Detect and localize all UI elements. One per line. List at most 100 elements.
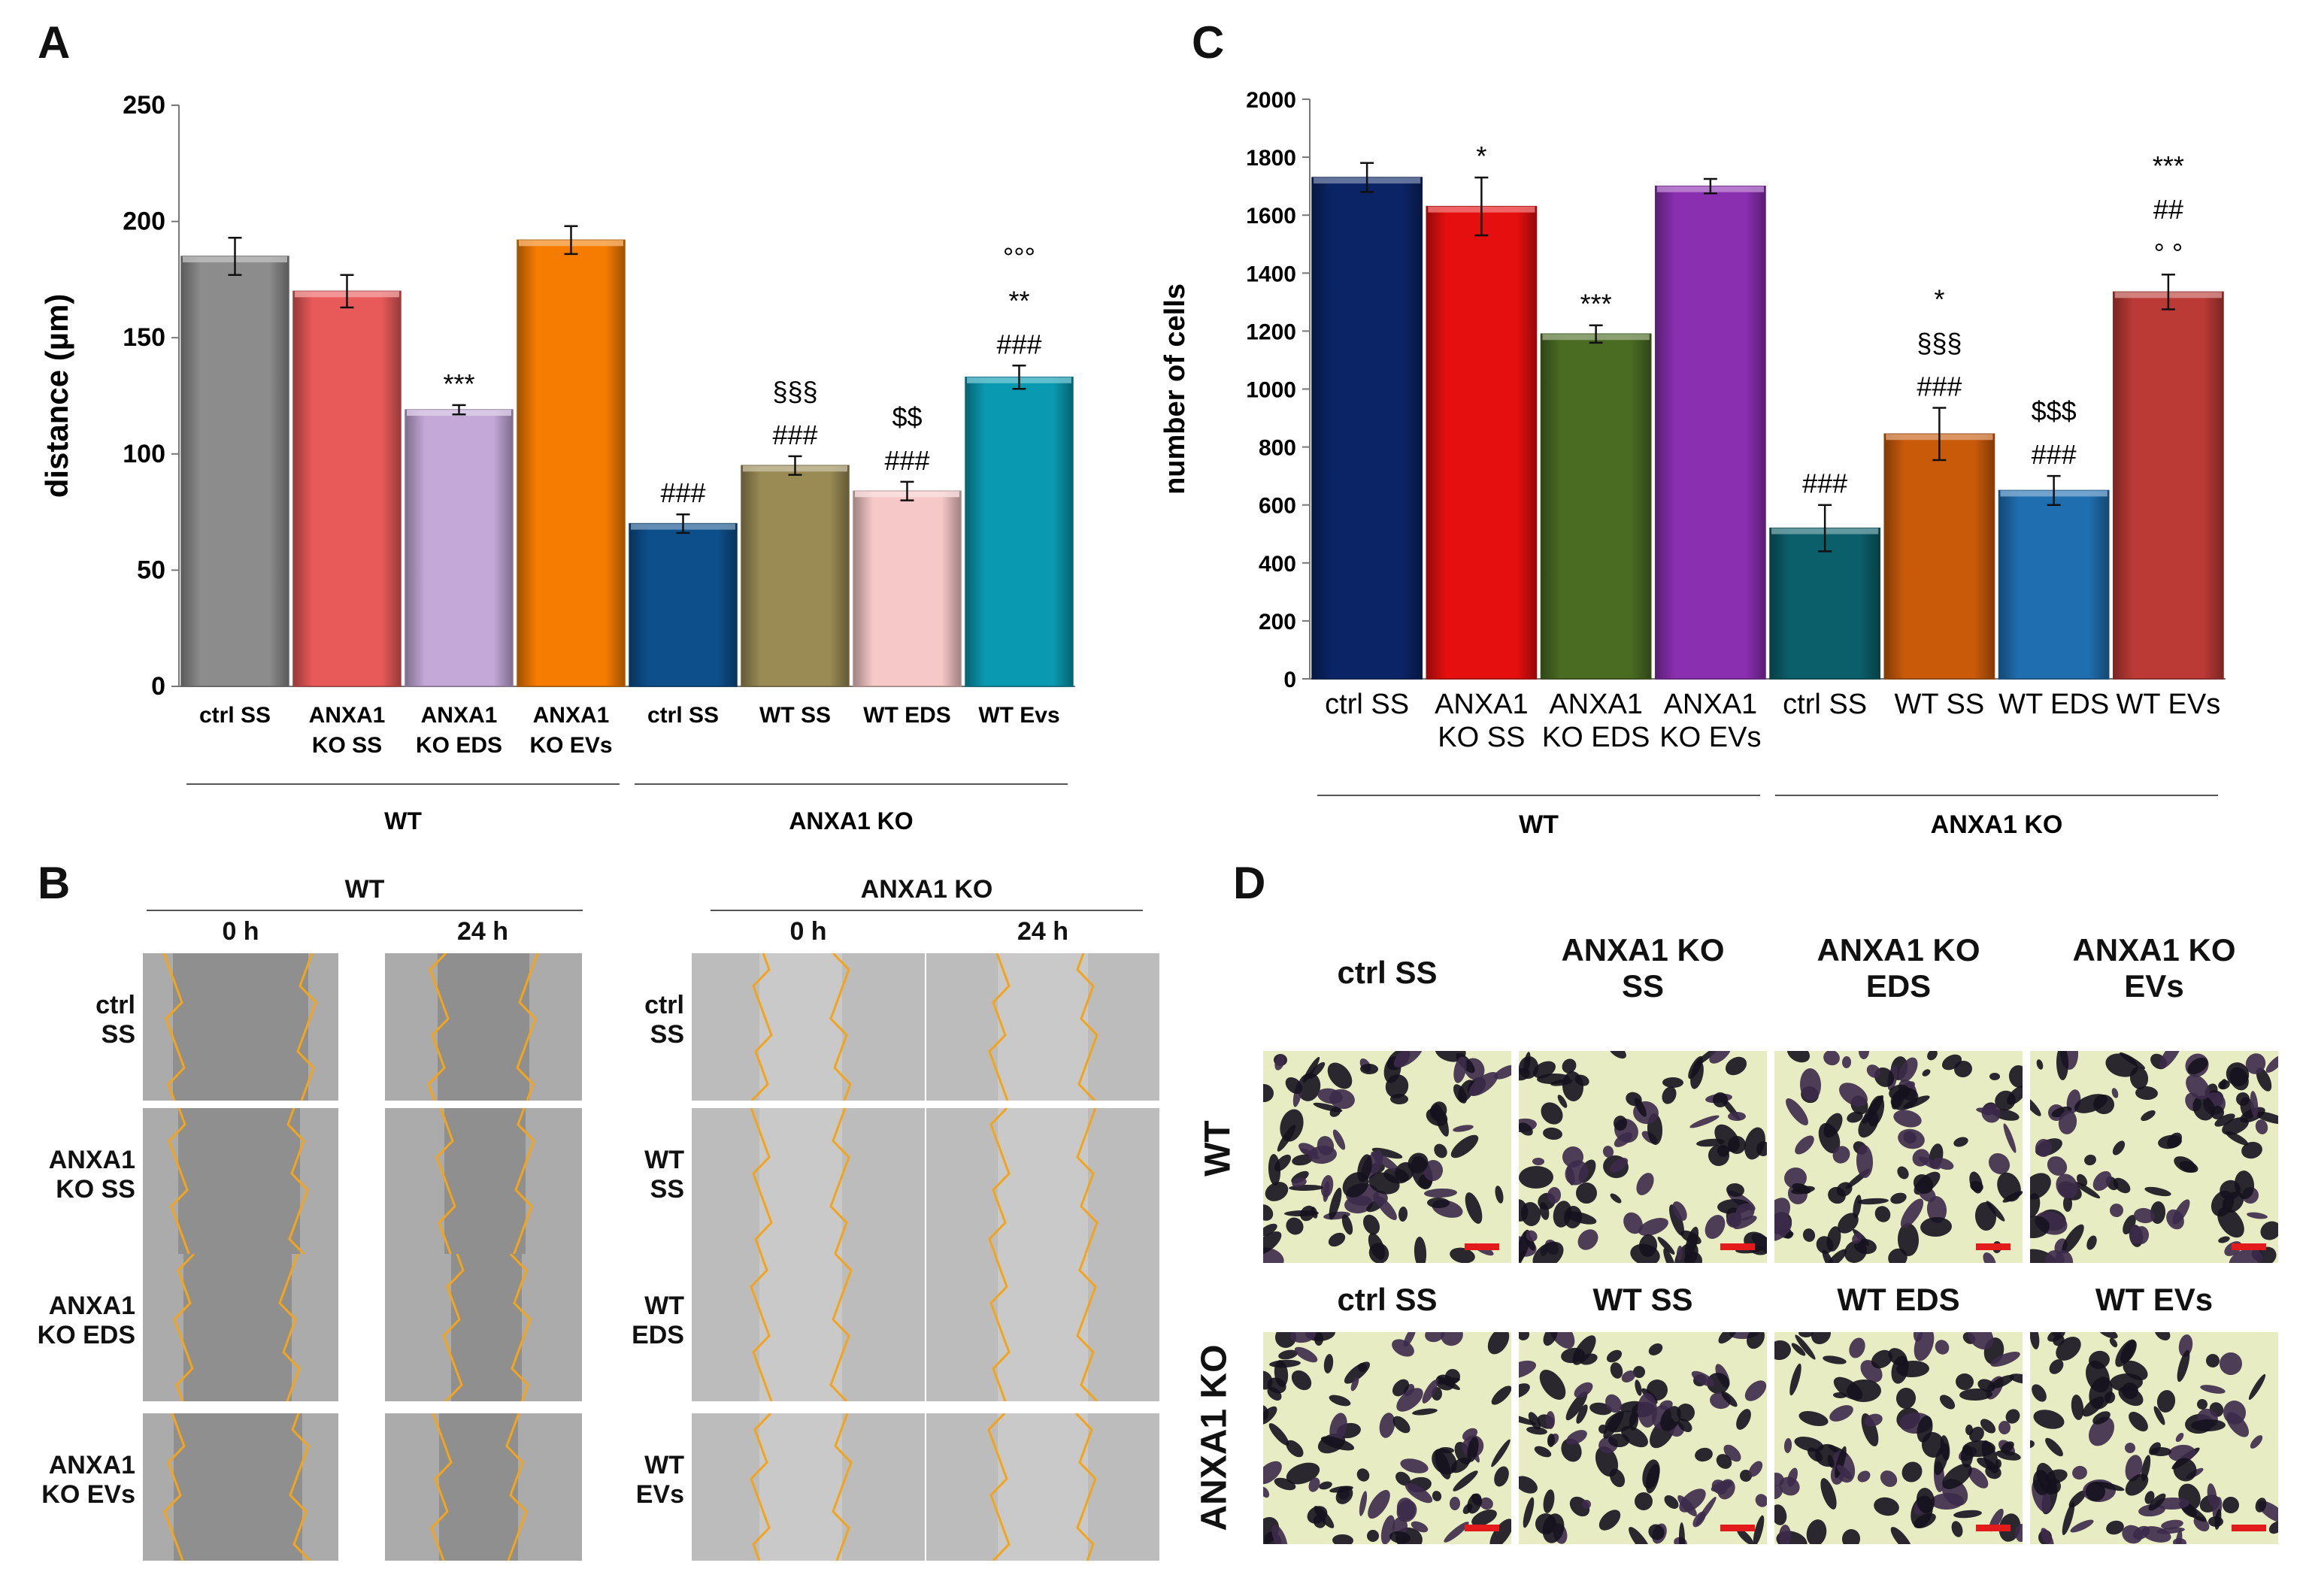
cell-blob — [1543, 1127, 1562, 1140]
cell-blob — [1329, 1395, 1351, 1407]
wound-edge-right — [829, 1254, 853, 1401]
cell-blob — [1389, 1531, 1411, 1544]
y-tick-label: 200 — [123, 207, 165, 236]
cell-blob — [2047, 1479, 2062, 1494]
cell-blob — [1435, 1449, 1451, 1479]
cell-blob — [2226, 1062, 2250, 1086]
cell-blob — [1285, 1077, 1303, 1095]
cell-blob — [1970, 1180, 1983, 1192]
cell-blob — [1983, 1252, 1996, 1263]
cell-blob — [1822, 1249, 1835, 1263]
cell-blob — [2092, 1171, 2112, 1192]
cell-blob — [1360, 1063, 1378, 1075]
row-label-wt: ctrl SS — [95, 991, 135, 1049]
cell-blob — [1435, 1374, 1455, 1391]
cell-blob — [1548, 1332, 1575, 1349]
cell-blob — [2086, 1482, 2105, 1501]
cell-blob — [1707, 1372, 1729, 1395]
significance-label: $$ — [892, 401, 922, 432]
category-label: WT EVs — [2117, 689, 2221, 720]
cell-blob — [1718, 1332, 1738, 1344]
cell-blob — [2120, 1340, 2137, 1364]
cell-area-right — [1088, 1254, 1159, 1401]
cell-blob — [1895, 1388, 1917, 1409]
cell-blob — [1610, 1193, 1622, 1204]
category-label: WT Evs — [978, 703, 1059, 728]
cell-blob — [1753, 1515, 1765, 1544]
column-label-wt: ANXA1 KO SS — [1561, 932, 1725, 1004]
cell-blob — [1922, 1069, 1931, 1077]
bar — [1311, 177, 1423, 680]
cell-blob — [1359, 1491, 1368, 1516]
cell-blob — [1453, 1125, 1474, 1132]
cell-blob — [1414, 1237, 1427, 1263]
microscopy-image — [926, 1413, 1159, 1561]
cell-area-left — [692, 1108, 759, 1255]
cell-blob — [2125, 1443, 2135, 1453]
microscopy-image — [385, 1108, 582, 1255]
cell-blob — [2248, 1373, 2266, 1401]
cell-area-right — [302, 1413, 338, 1561]
cell-blob — [2009, 1373, 2023, 1384]
cell-blob — [1635, 1098, 1647, 1117]
time-label-24h: 24 h — [1017, 917, 1069, 946]
cell-blob — [1327, 1062, 1353, 1089]
wound-edge-overlay — [926, 1254, 1159, 1401]
microscopy-image — [692, 1413, 925, 1561]
wound-edge-right — [1076, 953, 1098, 1101]
cell-blob — [1874, 1497, 1899, 1516]
cell-blob — [2032, 1384, 2047, 1402]
group-label-anxa1-ko: ANXA1 KO — [860, 875, 993, 904]
stained-cells — [1519, 1051, 1767, 1263]
wound-edge-left — [750, 1254, 773, 1401]
cell-blob — [1565, 1160, 1589, 1186]
cell-blob — [1368, 1172, 1400, 1195]
cell-area-right — [1088, 953, 1159, 1101]
wound-edge-left — [430, 1413, 453, 1561]
cell-blob — [1709, 1051, 1732, 1064]
microscopy-image — [385, 1413, 582, 1561]
cell-blob — [1953, 1137, 1968, 1147]
cell-blob — [1308, 1145, 1337, 1164]
panel-b-wound-healing: WT 0 h 24 h ANXA1 KO 0 h 24 h ctrl SS ANXA1 KO … — [0, 857, 1173, 1594]
cell-blob — [2033, 1410, 2065, 1429]
microscopy-image — [143, 1254, 338, 1401]
cell-blob — [1271, 1525, 1288, 1544]
bar — [405, 409, 514, 687]
cell-blob — [2095, 1481, 2125, 1492]
wound-edge-overlay — [926, 1413, 1159, 1561]
transwell-image — [2030, 1051, 2278, 1263]
cell-blob — [1608, 1051, 1626, 1059]
stained-cells — [1519, 1332, 1767, 1544]
wound-edge-right — [278, 1254, 301, 1401]
row-label-anxa1-ko: WT EDS — [632, 1292, 684, 1350]
wound-edge-left — [988, 953, 1011, 1101]
cell-blob — [2068, 1490, 2086, 1508]
cell-blob — [1277, 1125, 1296, 1152]
category-label: WT SS — [759, 703, 831, 728]
group-bracket-anxa1-ko — [711, 910, 1143, 911]
bar — [2113, 291, 2224, 680]
cell-blob — [1392, 1416, 1411, 1434]
cell-blob — [1519, 1360, 1536, 1379]
cell-blob — [2129, 1067, 2149, 1089]
cell-blob — [1526, 1426, 1547, 1435]
cell-blob — [1465, 1192, 1483, 1224]
cell-blob — [2030, 1332, 2040, 1349]
cell-blob — [1677, 1404, 1695, 1422]
cell-blob — [1951, 1521, 1963, 1537]
transwell-image — [1774, 1332, 2023, 1544]
cell-blob — [2045, 1437, 2063, 1457]
cell-blob — [1494, 1466, 1509, 1487]
transwell-image — [1519, 1332, 1767, 1544]
cell-blob — [1332, 1129, 1346, 1150]
cell-blob — [1774, 1198, 1791, 1229]
cell-blob — [1435, 1051, 1466, 1062]
cell-blob — [1827, 1455, 1835, 1468]
cell-blob — [1853, 1195, 1862, 1219]
y-tick-label: 1000 — [1246, 378, 1296, 403]
cell-area-right — [522, 1254, 582, 1401]
y-tick-label: 1800 — [1246, 146, 1296, 171]
cell-blob — [1844, 1240, 1868, 1263]
significance-label: ** — [1008, 285, 1029, 316]
